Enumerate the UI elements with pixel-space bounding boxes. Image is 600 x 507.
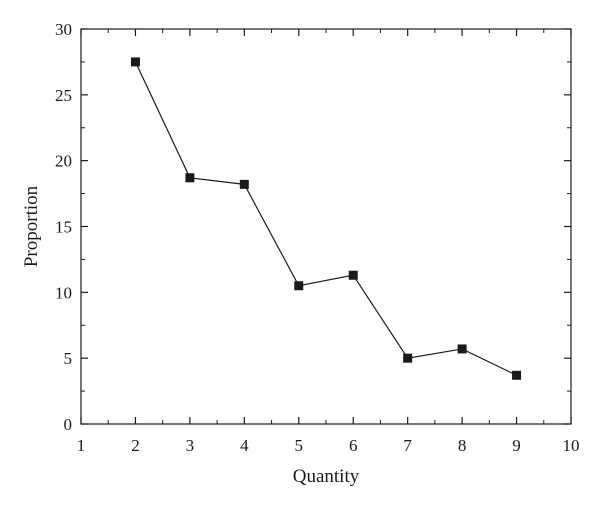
x-tick-label: 3 — [186, 436, 195, 455]
x-tick-label: 4 — [240, 436, 249, 455]
data-point — [512, 370, 522, 380]
x-tick-label: 2 — [131, 436, 140, 455]
y-tick-label: 0 — [64, 415, 73, 434]
y-axis-title: Proportion — [21, 185, 42, 267]
data-point — [294, 281, 304, 291]
data-point — [185, 173, 195, 183]
plot-border — [80, 28, 572, 425]
x-tick-label: 6 — [349, 436, 358, 455]
data-point — [239, 179, 249, 189]
data-point — [348, 270, 358, 280]
y-tick-label: 20 — [55, 152, 72, 171]
plot-frame — [80, 28, 572, 425]
data-point — [403, 353, 413, 363]
x-tick-label: 8 — [458, 436, 467, 455]
data-series — [130, 57, 522, 380]
x-axis-title: Quantity — [293, 466, 360, 487]
x-tick-label: 7 — [403, 436, 412, 455]
x-axis-ticks: 1 2 3 4 5 6 7 8 9 10 — [77, 29, 580, 455]
x-tick-label: 5 — [295, 436, 304, 455]
y-tick-label: 30 — [55, 20, 72, 39]
x-tick-label: 9 — [512, 436, 521, 455]
y-tick-label: 15 — [55, 218, 72, 237]
x-tick-label: 10 — [563, 436, 580, 455]
y-tick-label: 10 — [55, 283, 72, 302]
data-point — [457, 344, 467, 354]
y-tick-label: 5 — [64, 349, 73, 368]
y-axis-ticks: 0 5 10 15 20 25 30 — [55, 20, 571, 434]
y-tick-label: 25 — [55, 86, 72, 105]
data-point — [130, 57, 140, 67]
series-line — [134, 61, 517, 376]
x-tick-label: 1 — [77, 436, 86, 455]
